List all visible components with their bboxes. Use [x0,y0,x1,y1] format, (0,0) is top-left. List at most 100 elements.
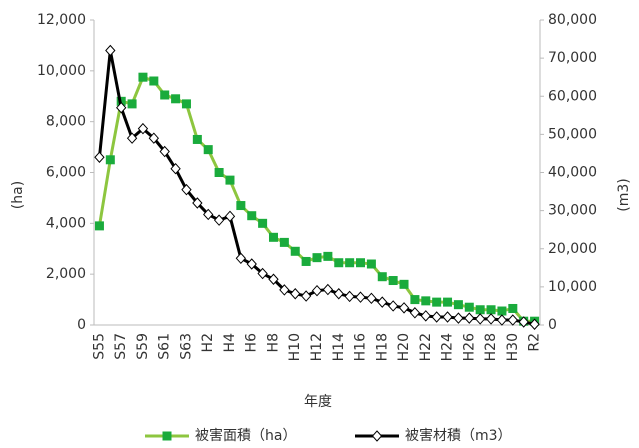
marker [192,197,203,209]
marker [366,292,377,305]
marker [518,316,529,328]
marker [453,312,464,324]
yticks-label: 0 [77,317,86,333]
marker [453,300,463,310]
y2ticks-label: 50,000 [548,126,597,142]
marker [344,290,355,303]
y2ticks-label: 70,000 [548,50,597,66]
x-tick-label: H26 [461,333,477,361]
x-tick-label: H22 [418,333,434,361]
x-tick-label: H16 [353,333,369,361]
x-tick-label: R2 [527,333,543,352]
y2ticks-label: 30,000 [548,203,597,219]
y2ticks-label: 0 [548,317,557,333]
x-tick-label: S55 [91,333,107,360]
marker [486,305,496,315]
marker [388,276,398,286]
marker [213,214,225,226]
marker [246,258,257,270]
x-tick-label: H12 [309,333,325,361]
marker [464,312,475,324]
x-tick-label: S63 [178,333,194,360]
y2-axis-title: (m3) [616,178,632,211]
marker [203,208,214,221]
y-axis-title: (ha) [10,181,26,209]
marker [301,256,311,266]
marker [105,155,115,165]
marker [160,90,170,100]
marker [355,291,366,303]
x-tick-label: H28 [483,333,499,361]
marker [170,162,181,175]
marker [268,273,279,285]
marker [181,183,192,196]
marker [421,296,431,306]
yticks-label: 12,000 [37,12,86,28]
marker [311,284,323,297]
x-tick-label: H6 [244,333,260,353]
marker [236,201,246,211]
marker [126,132,138,144]
marker [387,300,399,312]
x-tick-label: H8 [265,333,281,352]
x-tick-label: S61 [157,333,173,360]
marker [279,284,290,296]
legend-marker [371,430,383,442]
y2ticks-label: 20,000 [548,241,597,257]
yticks-label: 6,000 [46,165,86,181]
marker [225,175,235,185]
marker [377,272,387,282]
marker [235,252,247,265]
marker [431,311,442,323]
marker [94,221,104,231]
marker [333,287,344,300]
legend-marker [162,431,172,441]
marker [203,145,213,155]
marker [334,258,344,268]
marker [475,305,485,315]
marker [366,259,376,269]
y2ticks-label: 10,000 [548,279,597,295]
y2ticks-label: 80,000 [548,12,597,28]
marker [159,145,170,158]
marker [420,310,431,322]
marker [409,307,421,319]
marker [323,251,333,261]
marker [529,318,540,330]
marker [138,72,148,82]
x-tick-label: H4 [222,333,238,353]
marker [399,279,409,289]
x-tick-label: H24 [440,333,456,361]
marker [127,99,137,109]
x-tick-label: S57 [113,333,129,360]
marker [181,99,191,109]
yticks-label: 4,000 [46,215,86,231]
marker [247,211,257,221]
marker [171,94,181,104]
marker [268,232,278,242]
yticks-label: 10,000 [37,63,86,79]
x-tick-label: H10 [287,333,303,361]
marker [224,210,236,223]
marker [312,253,322,263]
marker [497,306,507,316]
marker [496,314,508,326]
series-line [97,75,535,323]
marker [443,297,453,307]
legend-label: 被害材積（m3） [405,428,512,444]
marker [345,258,355,268]
y2ticks-label: 40,000 [548,165,597,181]
marker [192,134,202,144]
marker [464,302,474,312]
marker [442,311,453,323]
marker [290,246,300,256]
x-tick-label: H14 [331,333,347,361]
x-tick-label: H2 [200,333,216,352]
marker [257,267,268,280]
legend-label: 被害面積（ha） [195,428,296,444]
marker [137,122,149,135]
marker [398,302,410,314]
marker [258,218,268,228]
x-axis-title: 年度 [304,394,332,410]
